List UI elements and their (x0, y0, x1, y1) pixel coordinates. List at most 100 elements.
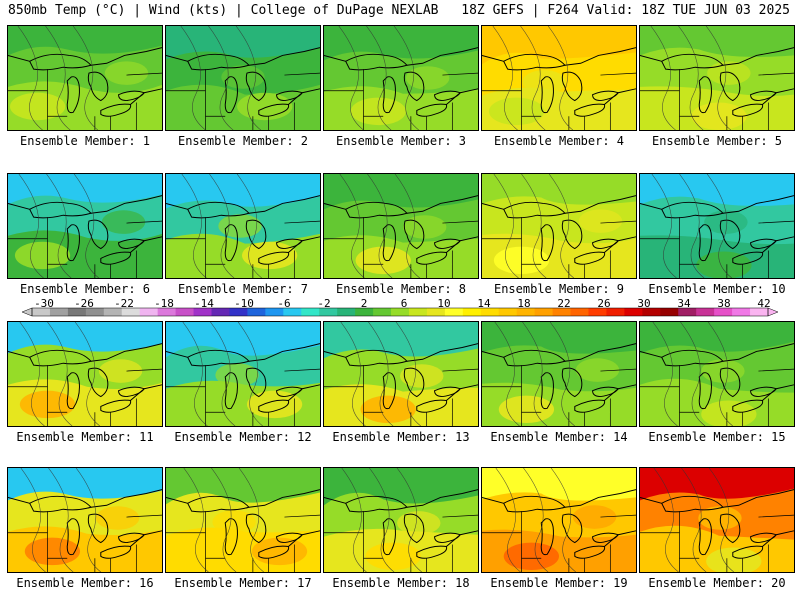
ensemble-member-label: Ensemble Member: 11 (16, 430, 154, 444)
ensemble-member-label: Ensemble Member: 20 (648, 576, 786, 590)
ensemble-member-map (481, 321, 637, 427)
temperature-field-map (482, 322, 636, 426)
ensemble-member-map (639, 321, 795, 427)
colorbar-segment (283, 308, 302, 316)
ensemble-member-map (165, 321, 321, 427)
ensemble-member-map (481, 173, 637, 279)
temperature-field-map (166, 174, 320, 278)
ensemble-member-label: Ensemble Member: 5 (651, 134, 783, 148)
colorbar-segment (426, 308, 446, 316)
colorbar-tick-label: 34 (677, 298, 691, 310)
temperature-field-map (324, 174, 478, 278)
colorbar-tick-label: 38 (717, 298, 730, 310)
colorbar-segment (678, 308, 697, 316)
ensemble-member-map (7, 321, 163, 427)
colorbar-tick-label: -2 (317, 298, 330, 310)
colorbar-segment (750, 308, 769, 316)
ensemble-member-map (323, 25, 479, 131)
temperature-field-map (482, 468, 636, 572)
colorbar-tick-label: -14 (194, 298, 214, 310)
colorbar-segment (103, 308, 123, 316)
colorbar-segment (696, 308, 715, 316)
colorbar-segment (211, 308, 230, 316)
ensemble-member-map (7, 173, 163, 279)
ensemble-member-map (639, 467, 795, 573)
colorbar-segment (32, 308, 51, 316)
ensemble-member-map (639, 173, 795, 279)
ensemble-member-label: Ensemble Member: 7 (177, 282, 309, 296)
ensemble-member-label: Ensemble Member: 18 (332, 576, 470, 590)
colorbar-segment (121, 308, 141, 316)
colorbar-tick-label: -30 (34, 298, 54, 310)
colorbar-segment (49, 308, 69, 316)
colorbar-segment (391, 308, 410, 316)
colorbar-segment (552, 308, 572, 316)
ensemble-member-map (323, 173, 479, 279)
colorbar-tick-label: -6 (277, 298, 290, 310)
colorbar-tick-label: -26 (74, 298, 94, 310)
ensemble-member-map (165, 173, 321, 279)
colorbar-tick-label: 30 (637, 298, 650, 310)
colorbar-tick-label: -18 (154, 298, 174, 310)
temperature-field-map (8, 26, 162, 130)
colorbar-segment (534, 308, 554, 316)
colorbar-tick-label: 42 (757, 298, 770, 310)
temperature-field-map (640, 174, 794, 278)
ensemble-member-label: Ensemble Member: 12 (174, 430, 312, 444)
ensemble-member-label: Ensemble Member: 10 (648, 282, 786, 296)
colorbar-segment (624, 308, 643, 316)
temperature-colorbar: -30 -26 -22 -18 -14 -10 -6 -2 2 6 10 14 18 22 26 30 34 38… (21, 298, 779, 317)
ensemble-member-map (481, 467, 637, 573)
ensemble-member-label: Ensemble Member: 1 (19, 134, 151, 148)
colorbar-segment (570, 308, 589, 316)
colorbar-tick-label: 6 (401, 298, 408, 310)
colorbar-tick-label: 2 (361, 298, 368, 310)
colorbar-tick-label: -10 (234, 298, 254, 310)
temperature-field-map (324, 322, 478, 426)
temperature-field-map (640, 322, 794, 426)
ensemble-member-label: Ensemble Member: 8 (335, 282, 467, 296)
colorbar-segment (588, 308, 607, 316)
ensemble-member-map (7, 467, 163, 573)
temperature-field-map (640, 468, 794, 572)
ensemble-member-label: Ensemble Member: 17 (174, 576, 312, 590)
colorbar-tick-label: 18 (517, 298, 530, 310)
ensemble-member-label: Ensemble Member: 13 (332, 430, 470, 444)
colorbar-tick-label: 26 (597, 298, 610, 310)
ensemble-member-map (165, 25, 321, 131)
colorbar-segment (480, 308, 500, 316)
colorbar-segment (193, 308, 213, 316)
ensemble-member-label: Ensemble Member: 9 (493, 282, 625, 296)
temperature-field-map (166, 468, 320, 572)
temperature-field-map (8, 322, 162, 426)
ensemble-member-label: Ensemble Member: 16 (16, 576, 154, 590)
temperature-field-map (640, 26, 794, 130)
colorbar-tick-label: -22 (114, 298, 134, 310)
temperature-field-map (8, 174, 162, 278)
colorbar-segment (606, 308, 625, 316)
colorbar-segment (337, 308, 356, 316)
temperature-field-map (482, 26, 636, 130)
colorbar-segment (498, 308, 518, 316)
temperature-field-map (166, 322, 320, 426)
colorbar-segment (175, 308, 195, 316)
colorbar-segment (642, 308, 661, 316)
ensemble-member-map (639, 25, 795, 131)
colorbar-tick-label: 10 (437, 298, 450, 310)
colorbar-segment (139, 308, 159, 316)
colorbar-segment (660, 308, 679, 316)
ensemble-member-label: Ensemble Member: 2 (177, 134, 309, 148)
ensemble-member-label: Ensemble Member: 3 (335, 134, 467, 148)
colorbar-segment (265, 308, 284, 316)
colorbar-segment (85, 308, 105, 316)
ensemble-member-label: Ensemble Member: 14 (490, 430, 628, 444)
colorbar-segment (408, 308, 428, 316)
colorbar-segment (157, 308, 177, 316)
temperature-field-map (8, 468, 162, 572)
header-left-title: 850mb Temp (°C) | Wind (kts) | College o… (8, 3, 439, 18)
colorbar-segment (732, 308, 751, 316)
colorbar-segment (516, 308, 536, 316)
ensemble-member-label: Ensemble Member: 19 (490, 576, 628, 590)
colorbar-segment (247, 308, 266, 316)
ensemble-member-map (7, 25, 163, 131)
